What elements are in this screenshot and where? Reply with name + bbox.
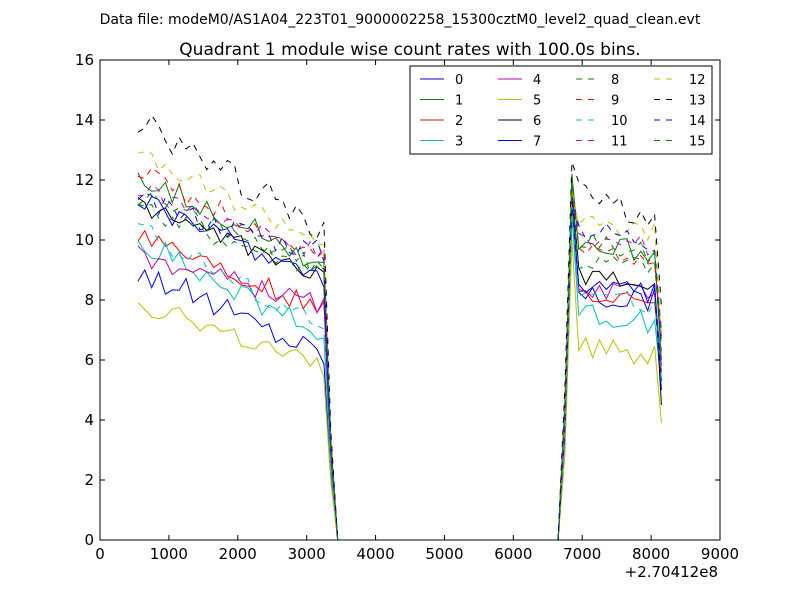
series-line-7 [137, 195, 662, 541]
y-tick-label: 0 [84, 531, 94, 549]
legend-label-11: 11 [611, 135, 628, 150]
y-tick-label: 8 [84, 291, 94, 309]
legend-label-9: 9 [611, 94, 619, 109]
legend-label-10: 10 [611, 114, 628, 129]
series-line-12 [137, 151, 662, 541]
x-tick-label: 3000 [288, 545, 326, 563]
legend-label-6: 6 [533, 114, 541, 129]
legend-label-3: 3 [455, 135, 463, 150]
series-line-15 [137, 182, 662, 541]
series-line-6 [137, 191, 662, 541]
series-line-3 [137, 215, 662, 541]
plot-lines [137, 114, 662, 541]
legend-label-4: 4 [533, 73, 541, 88]
legend-label-14: 14 [689, 114, 706, 129]
legend-label-1: 1 [455, 94, 463, 109]
y-tick-label: 4 [84, 411, 94, 429]
axis-ticks: 0 1000 2000 3000 4000 5000 6000 7000 8000 9000 0 2 4… [75, 51, 739, 563]
legend-frame [409, 65, 713, 155]
legend-label-7: 7 [533, 135, 541, 150]
y-tick-label: 16 [75, 51, 94, 69]
series-line-8 [137, 194, 662, 541]
figure-suptitle: Data file: modeM0/AS1A04_223T01_90000022… [100, 12, 701, 28]
x-tick-label: 7000 [563, 545, 601, 563]
series-line-4 [137, 200, 662, 541]
legend-label-15: 15 [689, 135, 706, 150]
x-tick-label: 1000 [150, 545, 188, 563]
series-line-5 [137, 239, 662, 541]
y-tick-label: 2 [84, 471, 94, 489]
x-offset-label: +2.70412e8 [625, 563, 718, 581]
series-line-10 [137, 206, 662, 541]
series-line-1 [137, 172, 662, 541]
legend-label-0: 0 [455, 73, 463, 88]
series-line-0 [137, 209, 662, 541]
y-tick-label: 10 [75, 231, 94, 249]
legend-label-12: 12 [689, 73, 706, 88]
x-tick-label: 4000 [356, 545, 394, 563]
x-tick-label: 6000 [494, 545, 532, 563]
x-tick-label: 0 [95, 545, 105, 563]
y-tick-label: 6 [84, 351, 94, 369]
x-tick-label: 8000 [632, 545, 670, 563]
series-line-2 [137, 209, 662, 541]
x-tick-label: 5000 [425, 545, 463, 563]
legend-label-13: 13 [689, 94, 706, 109]
y-tick-label: 14 [75, 111, 94, 129]
x-tick-label: 9000 [701, 545, 739, 563]
series-line-13 [137, 114, 662, 541]
series-line-14 [137, 192, 662, 541]
legend-label-5: 5 [533, 94, 541, 109]
x-tick-label: 2000 [219, 545, 257, 563]
series-line-11 [137, 183, 662, 541]
chart-title: Quadrant 1 module wise count rates with … [179, 40, 640, 60]
series-line-9 [137, 167, 662, 541]
y-tick-label: 12 [75, 171, 94, 189]
legend-label-8: 8 [611, 73, 619, 88]
legend-label-2: 2 [455, 114, 463, 129]
